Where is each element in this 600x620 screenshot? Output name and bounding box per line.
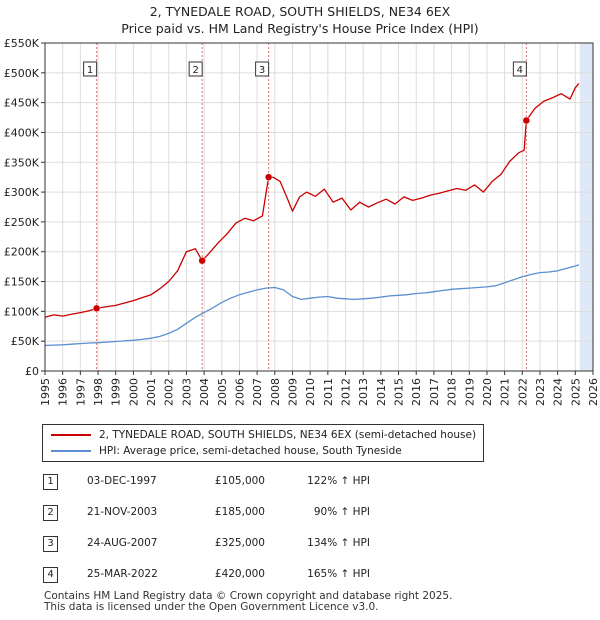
y-tick-label: £100K: [4, 305, 40, 318]
sale-label-number: 2: [192, 65, 198, 76]
sale-number-badge: 2: [43, 505, 58, 521]
x-tick-label: 2011: [322, 378, 335, 406]
x-tick-label: 1995: [39, 378, 52, 406]
x-tick-label: 2019: [463, 378, 476, 406]
y-tick-label: £0: [25, 365, 39, 378]
sale-number-badge: 3: [43, 536, 58, 552]
x-tick-label: 2013: [357, 378, 370, 406]
y-tick-label: £150K: [4, 276, 40, 289]
sale-price: £325,000: [214, 537, 265, 549]
x-tick-label: 2001: [145, 378, 158, 406]
x-tick-label: 2022: [516, 378, 529, 406]
table-row: 4 25-MAR-2022 £420,000 165% ↑ HPI: [40, 565, 440, 585]
legend-label-hpi: HPI: Average price, semi-detached house,…: [99, 445, 402, 457]
footer-license: This data is licensed under the Open Gov…: [44, 601, 379, 613]
sale-hpi-change: 165% ↑ HPI: [307, 568, 370, 580]
x-tick-label: 2002: [163, 378, 176, 406]
x-tick-label: 2016: [410, 378, 423, 406]
table-row: 1 03-DEC-1997 £105,000 122% ↑ HPI: [40, 472, 440, 492]
x-tick-label: 2023: [534, 378, 547, 406]
x-tick-label: 2025: [569, 378, 582, 406]
y-tick-label: £400K: [4, 126, 40, 139]
x-tick-label: 2004: [198, 378, 211, 406]
sale-point: [522, 116, 531, 125]
x-tick-label: 2024: [552, 378, 565, 406]
sale-date: 25-MAR-2022: [87, 568, 158, 580]
sale-label-number: 1: [87, 65, 93, 76]
chart-title: 2, TYNEDALE ROAD, SOUTH SHIELDS, NE34 6E…: [0, 3, 600, 37]
table-row: 3 24-AUG-2007 £325,000 134% ↑ HPI: [40, 534, 440, 554]
sale-label-box: [255, 61, 270, 77]
sale-label-box: [83, 61, 98, 77]
x-tick-label: 2006: [233, 378, 246, 406]
x-tick-label: 2021: [499, 378, 512, 406]
y-tick-label: £300K: [4, 186, 40, 199]
legend-item-hpi: HPI: Average price, semi-detached house,…: [51, 443, 402, 459]
sale-hpi-change: 122% ↑ HPI: [307, 475, 370, 487]
x-tick-label: 2026: [587, 378, 600, 406]
x-tick-label: 2000: [127, 378, 140, 406]
footer: Contains HM Land Registry data © Crown c…: [44, 591, 452, 613]
x-tick-label: 2010: [304, 378, 317, 406]
title-line-2: Price paid vs. HM Land Registry's House …: [121, 21, 479, 36]
y-tick-label: £550K: [4, 37, 40, 50]
x-tick-label: 1999: [110, 378, 123, 406]
x-tick-label: 1998: [92, 378, 105, 406]
x-tick-label: 2007: [251, 378, 264, 406]
x-tick-label: 2012: [340, 378, 353, 406]
sale-point: [264, 173, 273, 181]
sale-label-box: [512, 61, 527, 77]
legend-label-property: 2, TYNEDALE ROAD, SOUTH SHIELDS, NE34 6E…: [99, 429, 477, 441]
sale-hpi-change: 134% ↑ HPI: [307, 537, 370, 549]
footer-copyright: Contains HM Land Registry data © Crown c…: [44, 590, 453, 602]
x-tick-label: 1997: [74, 378, 87, 406]
sale-point: [198, 256, 206, 265]
x-tick-label: 2009: [286, 378, 299, 406]
x-tick-label: 2017: [428, 378, 441, 406]
plot-area: [45, 43, 593, 371]
x-tick-label: 2015: [393, 378, 406, 406]
sale-number-badge: 1: [43, 474, 58, 490]
legend-item-property: 2, TYNEDALE ROAD, SOUTH SHIELDS, NE34 6E…: [51, 427, 476, 443]
sale-hpi-change: 90% ↑ HPI: [313, 506, 370, 518]
sale-date: 21-NOV-2003: [87, 506, 158, 518]
sale-price: £185,000: [214, 506, 265, 518]
sale-label-number: 4: [517, 65, 523, 76]
x-tick-label: 2003: [180, 378, 193, 406]
y-tick-label: £50K: [11, 335, 40, 348]
y-tick-label: £350K: [4, 156, 40, 169]
x-tick-label: 2018: [446, 378, 459, 406]
y-tick-label: £250K: [4, 216, 40, 229]
legend-swatch-hpi: [51, 450, 91, 452]
sale-label-box: [188, 61, 203, 77]
plot-frame: [44, 42, 594, 372]
sale-point: [92, 304, 101, 313]
future-shade: [579, 43, 593, 371]
x-tick-label: 1996: [57, 378, 70, 406]
x-tick-label: 2014: [375, 378, 388, 406]
sale-number-badge: 4: [43, 567, 58, 583]
price-chart: 1 2 3 4 £0 £50K £100K £150K £200K £250K £300K £350…: [4, 37, 600, 406]
title-line-1: 2, TYNEDALE ROAD, SOUTH SHIELDS, NE34 6E…: [149, 4, 451, 19]
legend-swatch-property: [51, 434, 91, 436]
property-price-line: [44, 83, 580, 318]
y-tick-label: £450K: [4, 97, 40, 110]
sale-label-number: 3: [259, 65, 265, 76]
x-tick-label: 2005: [216, 378, 229, 406]
legend: 2, TYNEDALE ROAD, SOUTH SHIELDS, NE34 6E…: [42, 424, 484, 462]
x-tick-label: 2020: [481, 378, 494, 406]
x-tick-label: 2008: [269, 378, 282, 406]
y-tick-label: £200K: [4, 246, 40, 259]
sale-price: £420,000: [214, 568, 265, 580]
y-tick-label: £500K: [4, 67, 40, 80]
hpi-line: [44, 264, 580, 347]
sale-price: £105,000: [214, 475, 265, 487]
sale-date: 03-DEC-1997: [87, 475, 157, 487]
table-row: 2 21-NOV-2003 £185,000 90% ↑ HPI: [40, 503, 440, 523]
sale-date: 24-AUG-2007: [87, 537, 158, 549]
